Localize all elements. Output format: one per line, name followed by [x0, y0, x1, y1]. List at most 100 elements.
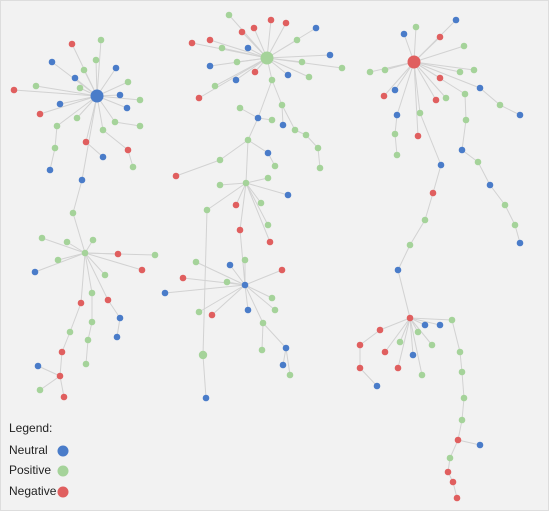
edge — [451, 319, 461, 353]
node — [206, 36, 214, 44]
node — [161, 289, 169, 297]
node — [208, 311, 216, 319]
node — [225, 11, 233, 19]
edge — [244, 284, 249, 311]
edge — [397, 317, 411, 369]
node — [211, 82, 219, 90]
node — [456, 348, 464, 356]
node — [58, 348, 66, 356]
edge — [399, 317, 411, 343]
edge — [461, 119, 467, 151]
edge — [209, 39, 268, 59]
node — [241, 256, 249, 264]
node — [244, 136, 252, 144]
node — [97, 36, 105, 44]
node — [406, 241, 414, 249]
node — [38, 234, 46, 242]
node — [454, 436, 462, 444]
legend-swatch — [57, 445, 69, 457]
edge — [413, 61, 447, 99]
node — [244, 44, 252, 52]
node — [82, 138, 90, 146]
edge — [424, 192, 434, 221]
node — [474, 158, 482, 166]
node — [268, 294, 276, 302]
node — [192, 258, 200, 266]
edge — [239, 107, 259, 119]
edge — [96, 95, 141, 101]
edge — [281, 104, 284, 126]
node — [448, 316, 456, 324]
node — [179, 274, 187, 282]
node — [88, 289, 96, 297]
node — [195, 94, 203, 102]
edge — [409, 317, 423, 376]
edge — [49, 147, 56, 171]
node — [56, 100, 64, 108]
edge — [413, 61, 481, 89]
node — [89, 236, 97, 244]
node — [458, 416, 466, 424]
node — [356, 341, 364, 349]
node — [396, 338, 404, 346]
edge — [202, 354, 207, 399]
edge — [57, 252, 86, 261]
edge — [37, 365, 61, 377]
hub-node — [260, 51, 274, 65]
node — [136, 122, 144, 130]
node — [264, 221, 272, 229]
node — [460, 42, 468, 50]
edge — [39, 95, 98, 115]
node — [129, 163, 137, 171]
edge — [245, 139, 249, 184]
node — [264, 149, 272, 157]
node — [32, 82, 40, 90]
edge — [413, 61, 461, 73]
node — [391, 86, 399, 94]
node — [278, 266, 286, 274]
edge — [419, 112, 442, 166]
node — [114, 250, 122, 258]
edge — [413, 45, 465, 63]
node — [257, 199, 265, 207]
node — [470, 66, 478, 74]
node — [80, 66, 88, 74]
edge — [413, 19, 457, 63]
edge — [198, 57, 268, 99]
node — [250, 24, 258, 32]
edge — [35, 85, 98, 97]
edge — [409, 219, 426, 246]
node — [356, 364, 364, 372]
node — [36, 386, 44, 394]
edge — [182, 277, 246, 286]
edge — [102, 129, 129, 151]
node — [73, 114, 81, 122]
edge — [413, 61, 421, 114]
edge — [56, 95, 98, 127]
node — [195, 308, 203, 316]
edge — [244, 284, 273, 299]
edge — [262, 322, 287, 349]
node — [34, 362, 42, 370]
node — [338, 64, 346, 72]
edge — [396, 61, 415, 116]
legend-swatch — [57, 465, 69, 477]
edge — [13, 89, 98, 97]
node — [206, 62, 214, 70]
node — [258, 346, 266, 354]
node — [501, 201, 509, 209]
edge — [85, 339, 89, 365]
edge — [59, 375, 65, 398]
node — [291, 126, 299, 134]
node — [236, 104, 244, 112]
node — [226, 261, 234, 269]
edge — [409, 317, 414, 356]
edge — [61, 331, 71, 353]
edge — [266, 57, 310, 78]
node — [416, 109, 424, 117]
edge — [413, 61, 419, 137]
node — [271, 306, 279, 314]
node — [99, 153, 107, 161]
node — [69, 209, 77, 217]
